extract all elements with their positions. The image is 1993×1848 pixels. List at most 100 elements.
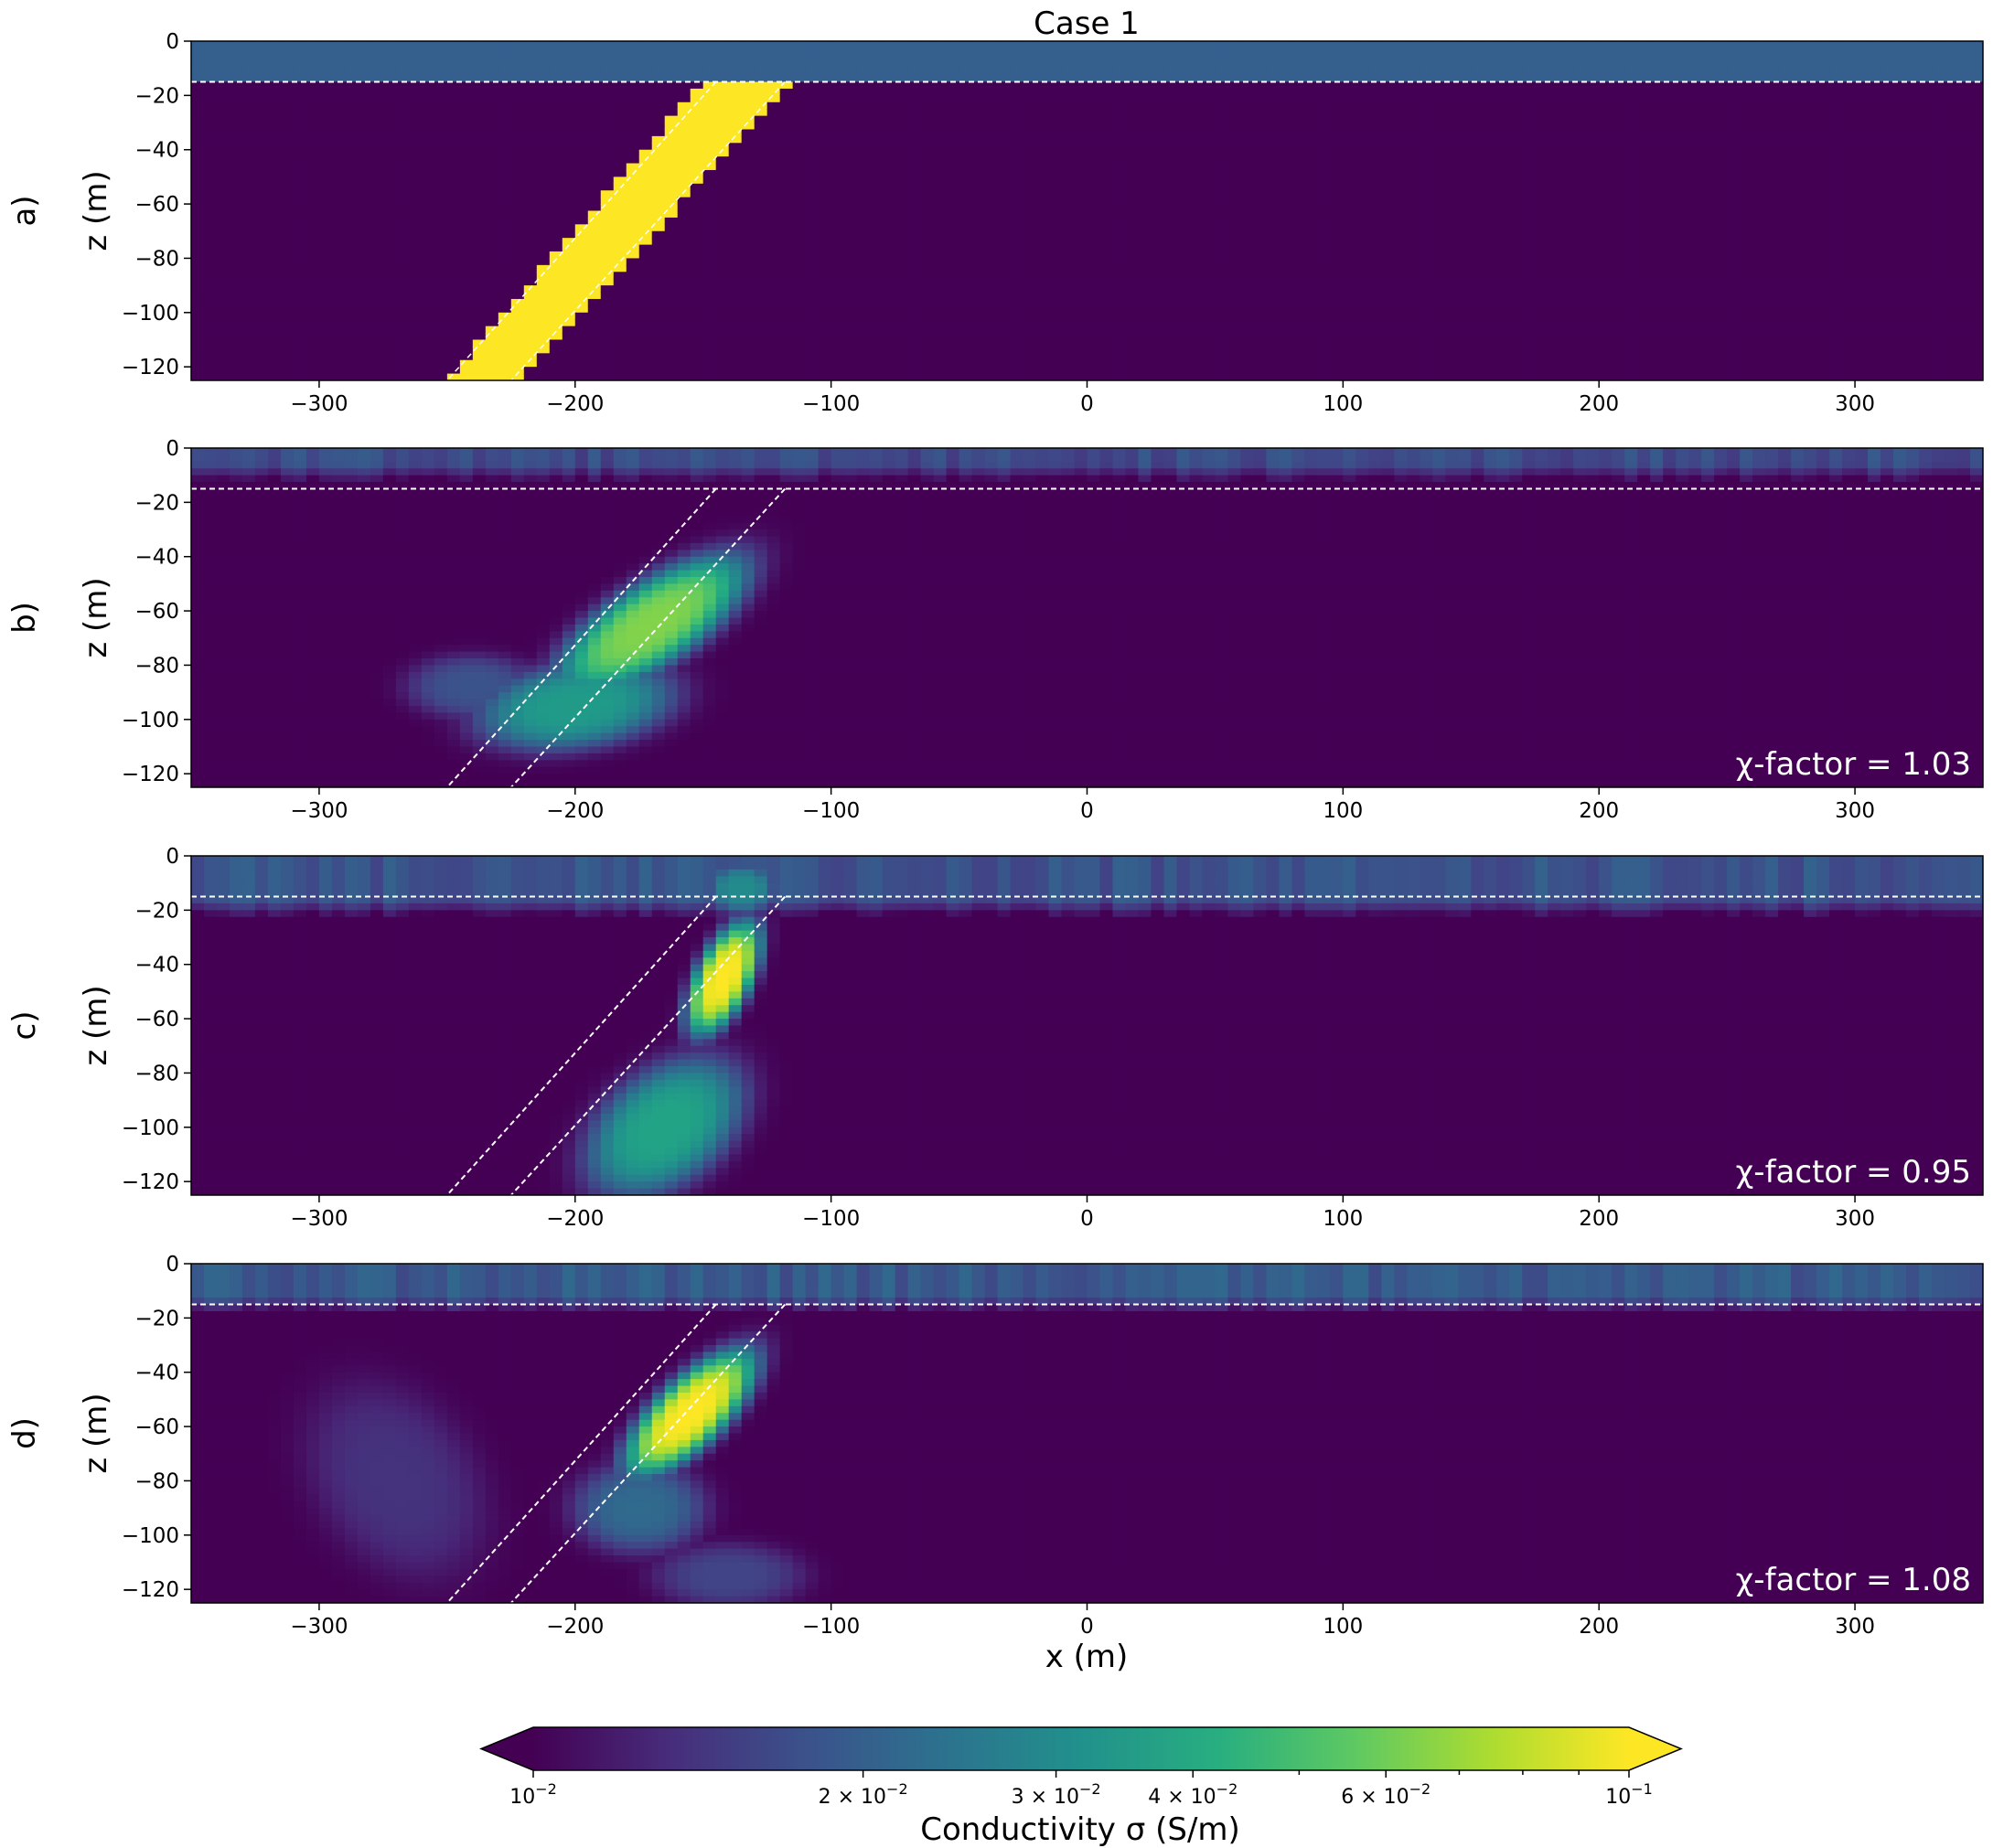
heatmap-cell [382,305,397,314]
heatmap-cell [1253,258,1268,266]
heatmap-cell [946,101,960,110]
figure-title: Case 1 [1034,5,1140,42]
heatmap-cell [1074,183,1088,191]
heatmap-cell [715,75,730,83]
heatmap-cell [523,210,538,219]
heatmap-cell [510,95,525,103]
heatmap-cell [1202,238,1216,246]
heatmap-cell [818,156,832,165]
heatmap-cell [1138,353,1152,361]
heatmap-cell [1458,244,1472,252]
heatmap-cell [267,272,282,280]
heatmap-cell [1151,230,1165,239]
heatmap-cell [1087,68,1101,76]
heatmap-cell [754,115,768,123]
heatmap-cell [280,278,295,286]
heatmap-cell [1125,176,1140,185]
heatmap-cell [1368,339,1383,347]
heatmap-cell [587,190,602,198]
heatmap-cell [1074,190,1088,198]
heatmap-cell [664,367,679,375]
heatmap-cell [434,244,448,252]
heatmap-cell [741,210,755,219]
heatmap-cell [933,333,948,341]
heatmap-cell [1381,204,1396,212]
heatmap-cell [856,115,871,123]
heatmap-cell [1279,319,1293,327]
heatmap-cell [1215,367,1229,375]
heatmap-cell [805,176,820,185]
heatmap-cell [1291,88,1306,97]
heatmap-cell [933,210,948,219]
heatmap-cell [600,81,615,90]
heatmap-cell [1048,143,1063,151]
heatmap-cell [523,163,538,171]
heatmap-cell [907,101,922,110]
heatmap-cell [1010,373,1024,380]
heatmap-cell [805,183,820,191]
heatmap-cell [728,109,743,117]
heatmap-cell [1304,312,1319,320]
heatmap-cell [1023,204,1037,212]
heatmap-cell [792,88,807,97]
heatmap-cell [741,54,755,62]
heatmap-cell [1151,346,1165,355]
heatmap-cell [754,359,768,368]
heatmap-cell [293,129,307,137]
heatmap-cell [203,197,218,205]
heatmap-cell [434,109,448,117]
heatmap-cell [574,353,589,361]
heatmap-cell [446,278,461,286]
heatmap-cell [1023,176,1037,185]
heatmap-cell [229,123,243,131]
heatmap-cell [626,258,640,266]
heatmap-cell [907,88,922,97]
heatmap-cell [216,346,230,355]
heatmap-cell [1176,312,1191,320]
heatmap-cell [984,48,999,56]
heatmap-cell [421,326,435,334]
heatmap-cell [370,292,384,300]
heatmap-cell [1330,312,1345,320]
heatmap-cell [651,101,666,110]
heatmap-cell [805,61,820,69]
heatmap-cell [882,109,896,117]
heatmap-cell [1394,143,1409,151]
heatmap-cell [280,143,295,151]
heatmap-cell [907,326,922,334]
heatmap-cell [664,373,679,380]
heatmap-cell [1420,353,1433,361]
heatmap-cell [1420,298,1433,307]
heatmap-cell [920,367,935,375]
heatmap-cell [344,88,359,97]
heatmap-cell [1087,264,1101,272]
heatmap-cell [882,238,896,246]
heatmap-cell [191,163,205,171]
heatmap-cell [331,224,346,232]
heatmap-cell [1151,129,1165,137]
heatmap-cell [1189,41,1204,49]
heatmap-cell [702,115,717,123]
heatmap-cell [331,367,346,375]
heatmap-cell [882,143,896,151]
heatmap-cell [472,163,487,171]
heatmap-cell [574,123,589,131]
heatmap-cell [318,251,333,260]
heatmap-cell [1291,115,1306,123]
heatmap-cell [293,135,307,144]
heatmap-cell [549,190,563,198]
heatmap-cell [1061,190,1076,198]
heatmap-cell [959,95,973,103]
heatmap-cell [946,183,960,191]
heatmap-cell [395,54,410,62]
heatmap-cell [229,367,243,375]
heatmap-cell [1227,156,1242,165]
heatmap-cell [1163,251,1178,260]
heatmap-cell [805,81,820,90]
heatmap-cell [459,101,474,110]
heatmap-cell [318,272,333,280]
heatmap-cell [1291,129,1306,137]
heatmap-cell [766,230,781,239]
heatmap-cell [498,204,512,212]
heatmap-cell [408,319,423,327]
